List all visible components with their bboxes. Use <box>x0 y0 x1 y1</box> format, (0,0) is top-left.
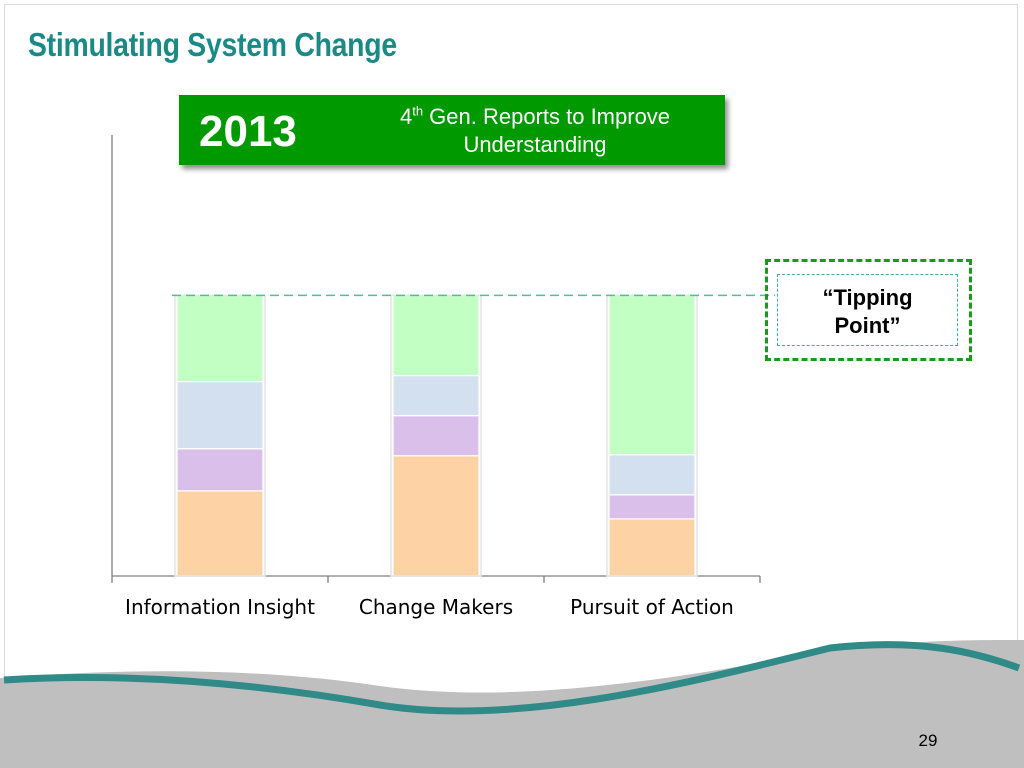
teal-wave <box>3 641 1021 715</box>
bar-outline <box>390 294 482 577</box>
tipping-point-line2: Point” <box>834 313 901 338</box>
bar-segment <box>392 455 480 577</box>
bar-segment <box>176 490 264 577</box>
x-tick-label: Information Insight <box>125 595 315 619</box>
bar-segment <box>392 415 480 457</box>
bar-segment <box>608 454 696 496</box>
banner-year: 2013 <box>199 107 297 156</box>
bar-segment <box>392 374 480 417</box>
footer-waves <box>0 640 1024 768</box>
tipping-point-callout: “Tipping Point” <box>765 259 972 361</box>
bar-segment <box>608 518 696 577</box>
banner-caption-line1: Gen. Reports to Improve <box>423 104 671 129</box>
page-number: 29 <box>918 731 938 750</box>
gray-wave <box>0 640 1024 768</box>
tipping-point-line1: “Tipping <box>822 285 913 310</box>
bar-segment <box>392 294 480 377</box>
bar-segment <box>608 494 696 520</box>
bar-segment <box>176 448 264 492</box>
banner-caption: 4th Gen. Reports to Improve Understandin… <box>365 103 705 159</box>
x-tick-labels: Information Insight Change Makers Pursuit … <box>125 595 734 619</box>
banner-ordinal-suffix: th <box>412 103 424 119</box>
tipping-point-inner: “Tipping Point” <box>777 274 958 346</box>
banner-caption-line2: Understanding <box>463 132 607 157</box>
chart-bars <box>174 294 698 577</box>
bar-segment <box>176 380 264 450</box>
x-tick-label: Change Makers <box>359 595 513 619</box>
banner-ordinal: 4 <box>399 104 413 129</box>
slide-title: Stimulating System Change <box>28 26 397 63</box>
bar-segment <box>608 294 696 456</box>
year-banner: 2013 4th Gen. Reports to Improve Underst… <box>179 95 725 165</box>
bar-segment <box>176 294 264 383</box>
x-tick-label: Pursuit of Action <box>570 595 734 619</box>
